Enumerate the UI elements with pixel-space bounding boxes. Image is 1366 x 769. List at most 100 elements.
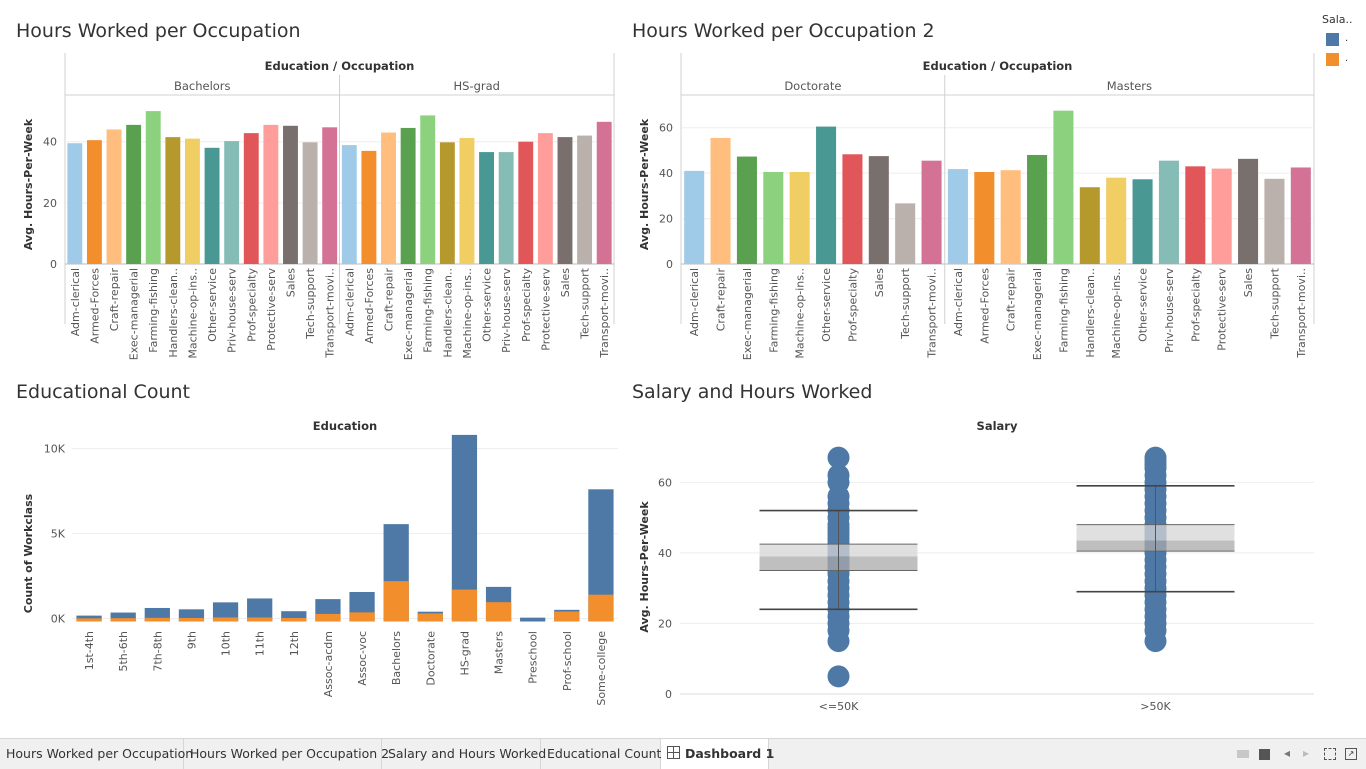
bar-total-preschool xyxy=(520,617,546,622)
bar-masters-prof-specialty xyxy=(1185,166,1206,264)
x-tick-label: Preschool xyxy=(527,631,540,684)
x-tick-label: 12th xyxy=(288,631,301,656)
bar-bachelors-machine-op-ins xyxy=(184,138,200,264)
x-tick-label: Priv-house-serv xyxy=(226,268,239,353)
bar-bachelors-priv-house-serv xyxy=(224,141,240,264)
panel-label-hs-grad: HS-grad xyxy=(454,79,500,93)
x-tick-label: Prof-specialty xyxy=(1189,268,1202,342)
x-tick-label: Handlers-clean.. xyxy=(1084,268,1097,358)
legend-label-0: . xyxy=(1345,33,1349,44)
x-tick-label: Exec-managerial xyxy=(741,268,754,360)
legend-swatch-blue[interactable] xyxy=(1326,33,1339,46)
x-tick-label: Craft-repair xyxy=(715,268,728,332)
y-tick-label: 20 xyxy=(43,197,57,210)
y-tick-label: 10K xyxy=(44,443,66,456)
bar-bachelors-protective-serv xyxy=(263,124,279,264)
bar-doctorate-exec-managerial xyxy=(736,156,757,264)
bar-masters-machine-op-ins xyxy=(1106,177,1127,264)
bar-hs-grad-machine-op-ins xyxy=(459,138,475,264)
tab-educational-count[interactable]: Educational Count xyxy=(541,739,661,769)
bar-segment-bachelors xyxy=(383,581,409,622)
x-tick-label: Some-college xyxy=(595,631,608,706)
legend-label-1: . xyxy=(1345,53,1349,64)
bar-bachelors-exec-managerial xyxy=(126,124,142,264)
x-tick-label: Exec-managerial xyxy=(1031,268,1044,360)
x-tick-label: Machine-op-ins.. xyxy=(794,268,807,359)
data-point--50k xyxy=(827,446,850,469)
tab-hours-worked-per-occupation[interactable]: Hours Worked per Occupation xyxy=(0,739,193,769)
educational-count-chart: Education 0K 5K 10K Count of Workclass 1st-4t… xyxy=(22,419,618,706)
prev-sheet-icon[interactable]: ◂ xyxy=(1284,746,1291,760)
x-tick-label: Sales xyxy=(1242,268,1255,298)
y-tick-label: 20 xyxy=(658,617,672,630)
x-tick-label: Sales xyxy=(559,268,572,298)
x-tick-label: 7th-8th xyxy=(151,631,164,672)
bar-total-11th xyxy=(247,598,273,622)
bar-masters-other-service xyxy=(1132,179,1153,264)
x-tick-label: 10th xyxy=(220,631,233,656)
x-tick-label: Doctorate xyxy=(424,631,437,686)
x-tick-label: Masters xyxy=(493,631,506,675)
bar-bachelors-craft-repair xyxy=(106,129,122,264)
bar-masters-exec-managerial xyxy=(1027,154,1048,264)
tab-dashboard-1[interactable]: Dashboard 1 xyxy=(661,739,774,769)
bar-bachelors-handlers-clean xyxy=(165,137,181,264)
x-tick-label: Tech-support xyxy=(899,267,912,340)
bar-masters-handlers-clean xyxy=(1079,187,1100,264)
bar-segment-5th-6th xyxy=(110,618,136,622)
bar-doctorate-tech-support xyxy=(895,203,916,264)
bar-masters-craft-repair xyxy=(1000,170,1021,264)
bar-hs-grad-exec-managerial xyxy=(400,127,416,264)
bar-total-12th xyxy=(281,611,307,622)
x-tick-label: Prof-school xyxy=(561,631,574,691)
x-tick-label: Exec-managerial xyxy=(128,268,141,360)
dashboard-icon xyxy=(667,746,680,759)
x-tick-label: Transport-movi.. xyxy=(598,268,611,359)
y-tick-label: 40 xyxy=(658,547,672,560)
x-tick-label: Machine-op-ins.. xyxy=(186,268,199,359)
y-tick-label: 5K xyxy=(51,528,66,541)
tab-hours-worked-per-occupation-2[interactable]: Hours Worked per Occupation 2 xyxy=(184,739,389,769)
bar-bachelors-other-service xyxy=(204,147,220,264)
tabs-view-icon[interactable] xyxy=(1259,749,1270,760)
x-tick-label: 9th xyxy=(185,631,198,649)
filmstrip-view-icon[interactable] xyxy=(1237,750,1249,758)
salary-hours-chart: Salary 0 20 40 60 Avg. Hours-Per-Week <=50K >50… xyxy=(638,419,1314,713)
x-tick-label: Other-service xyxy=(1137,268,1150,342)
x-tick-label: Craft-repair xyxy=(383,268,396,332)
bar-bachelors-transport-movi xyxy=(322,127,338,264)
bar-masters-protective-serv xyxy=(1211,168,1232,264)
legend-swatch-orange[interactable] xyxy=(1326,53,1339,66)
tab-salary-and-hours-worked[interactable]: Salary and Hours Worked xyxy=(382,739,546,769)
y-tick-label: 0K xyxy=(51,613,66,626)
data-point--50k xyxy=(827,665,850,688)
x-tick-label: Prof-specialty xyxy=(520,268,533,342)
x-tick-label: Priv-house-serv xyxy=(500,268,513,353)
header-label: Education / Occupation xyxy=(265,59,415,73)
bar-segment-doctorate xyxy=(417,613,443,622)
bar-masters-tech-support xyxy=(1264,178,1285,264)
bar-masters-transport-movi xyxy=(1290,167,1311,264)
bar-total-10th xyxy=(212,602,239,622)
next-sheet-icon[interactable]: ▸ xyxy=(1303,746,1310,760)
bar-hs-grad-armed-forces xyxy=(361,150,377,264)
bar-masters-adm-clerical xyxy=(947,169,968,264)
bar-doctorate-prof-specialty xyxy=(842,154,863,264)
x-tick-label: Machine-op-ins.. xyxy=(1110,268,1123,359)
panel-label-bachelors: Bachelors xyxy=(174,79,231,93)
data-point--50k xyxy=(827,464,850,487)
x-tick-label: Farming-fishing xyxy=(767,268,780,353)
expand-icon[interactable]: ↗ xyxy=(1345,748,1357,760)
x-tick-label: Craft-repair xyxy=(108,268,121,332)
x-tick-label: Armed-Forces xyxy=(978,268,991,344)
hours-occupation-2-chart: Education / Occupation 0 20 40 60 Avg. Hours-… xyxy=(638,53,1315,360)
y-axis-label: Avg. Hours-Per-Week xyxy=(638,118,651,250)
fullscreen-icon[interactable] xyxy=(1324,748,1336,760)
x-tick-label: Prof-specialty xyxy=(846,268,859,342)
bar-segment-1st-4th xyxy=(76,618,102,622)
bar-hs-grad-sales xyxy=(557,137,573,264)
bar-segment-12th xyxy=(281,617,307,622)
x-tick-label: Other-service xyxy=(206,268,219,342)
chart-title-hours-occupation: Hours Worked per Occupation xyxy=(16,20,301,42)
bar-doctorate-sales xyxy=(868,156,889,264)
